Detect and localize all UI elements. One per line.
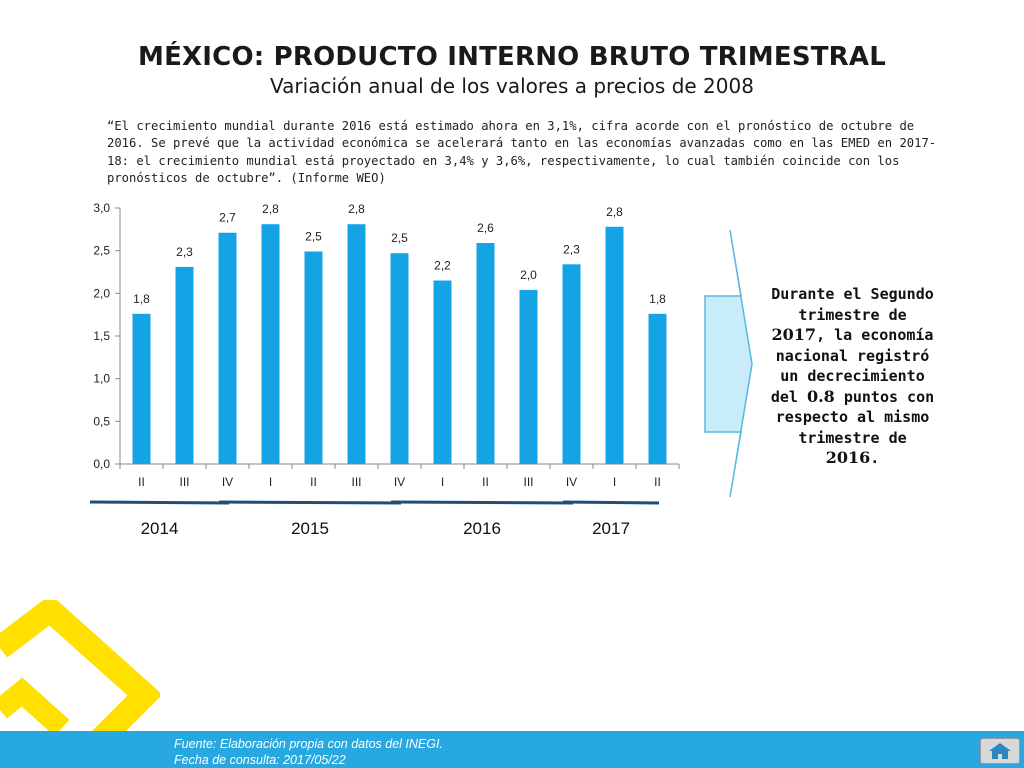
- home-button[interactable]: [980, 738, 1020, 764]
- data-label: 2,7: [219, 211, 236, 225]
- year-group-line: [89, 500, 230, 505]
- y-axis: 0,0 0,5 1,0 1,5 2,0 2,5 3,0: [93, 201, 121, 471]
- callout-amount: 0.8: [806, 386, 835, 406]
- arrow-shape: [704, 229, 753, 498]
- data-labels: 1,8 2,3 2,7 2,8 2,5 2,8 2,5 2,2 2,6 2,0 2,3 2,8 1,8: [133, 202, 666, 306]
- y-tick-label: 3,0: [93, 201, 110, 215]
- data-label: 2,8: [348, 202, 365, 216]
- page-subtitle: Variación anual de los valores a precios…: [270, 74, 754, 98]
- y-tick-label: 1,0: [93, 372, 110, 386]
- home-icon: [989, 743, 1011, 759]
- data-label: 2,8: [262, 202, 279, 216]
- footer-bar: Fuente: Elaboración propia con datos del…: [0, 731, 1024, 768]
- data-label: 2,0: [520, 268, 537, 282]
- data-label: 2,5: [305, 230, 322, 244]
- callout-text: Durante el Segundo trimestre de 2017, la…: [770, 284, 935, 469]
- bars: [132, 224, 667, 464]
- bar: [132, 313, 151, 464]
- logo-icon: [0, 600, 160, 735]
- data-label: 1,8: [133, 292, 150, 306]
- y-tick-label: 0,5: [93, 414, 110, 428]
- footer-source: Fuente: Elaboración propia con datos del…: [174, 737, 443, 751]
- callout-year2: 2016: [825, 448, 871, 467]
- bar: [218, 232, 237, 464]
- x-tick-label: IV: [222, 475, 233, 489]
- x-tick-label: I: [269, 475, 272, 489]
- data-label: 2,5: [391, 231, 408, 245]
- x-tick-label: II: [138, 475, 145, 489]
- y-tick-label: 1,5: [93, 329, 110, 343]
- page-title: MÉXICO: PRODUCTO INTERNO BRUTO TRIMESTRA…: [138, 42, 886, 72]
- x-axis: II III IV I II III IV I II III IV I II: [119, 463, 680, 489]
- year-group-line: [562, 500, 660, 505]
- gdp-bar-chart: 0,0 0,5 1,0 1,5 2,0 2,5 3,0 1,8 2,3 2,7 2,8 2,5 2,8…: [89, 201, 753, 538]
- callout-year1: 2017: [771, 325, 817, 344]
- x-tick-label: II: [654, 475, 661, 489]
- year-group-line: [218, 500, 402, 505]
- x-tick-label: III: [523, 475, 533, 489]
- y-tick-label: 2,0: [93, 286, 110, 300]
- bar: [476, 242, 495, 464]
- data-label: 1,8: [649, 292, 666, 306]
- callout-end: .: [870, 449, 880, 467]
- weo-quote: “El crecimiento mundial durante 2016 est…: [107, 119, 937, 185]
- year-group-label: 2017: [592, 519, 630, 538]
- bar: [562, 264, 581, 464]
- x-tick-label: II: [310, 475, 317, 489]
- data-label: 2,6: [477, 221, 494, 235]
- x-tick-label: I: [613, 475, 616, 489]
- year-group-label: 2016: [463, 519, 501, 538]
- year-group-line: [390, 500, 574, 505]
- footer-date: Fecha de consulta: 2017/05/22: [174, 753, 346, 767]
- x-tick-label: I: [441, 475, 444, 489]
- x-tick-label: II: [482, 475, 489, 489]
- callout-line3: puntos con respecto al mismo trimestre d…: [775, 387, 935, 447]
- bar: [175, 266, 194, 464]
- bar: [304, 251, 323, 464]
- data-label: 2,2: [434, 259, 451, 273]
- x-tick-label: III: [351, 475, 361, 489]
- bar: [433, 280, 452, 464]
- y-tick-label: 0,0: [93, 457, 110, 471]
- x-tick-label: IV: [566, 475, 577, 489]
- year-group-label: 2014: [141, 519, 179, 538]
- year-groups: 2014 2015 2016 2017: [89, 500, 660, 538]
- x-tick-label: III: [179, 475, 189, 489]
- data-label: 2,8: [606, 205, 623, 219]
- bar: [519, 289, 538, 464]
- bar: [390, 253, 409, 464]
- data-label: 2,3: [176, 245, 193, 259]
- callout-line1: Durante el Segundo trimestre de: [771, 285, 934, 324]
- bar: [605, 226, 624, 464]
- x-tick-label: IV: [394, 475, 405, 489]
- data-label: 2,3: [563, 242, 580, 256]
- bar: [347, 224, 366, 464]
- year-group-label: 2015: [291, 519, 329, 538]
- y-tick-label: 2,5: [93, 244, 110, 258]
- bar: [261, 224, 280, 464]
- callout-line2: , la economía nacional registró un decre…: [770, 326, 934, 406]
- bar: [648, 313, 667, 464]
